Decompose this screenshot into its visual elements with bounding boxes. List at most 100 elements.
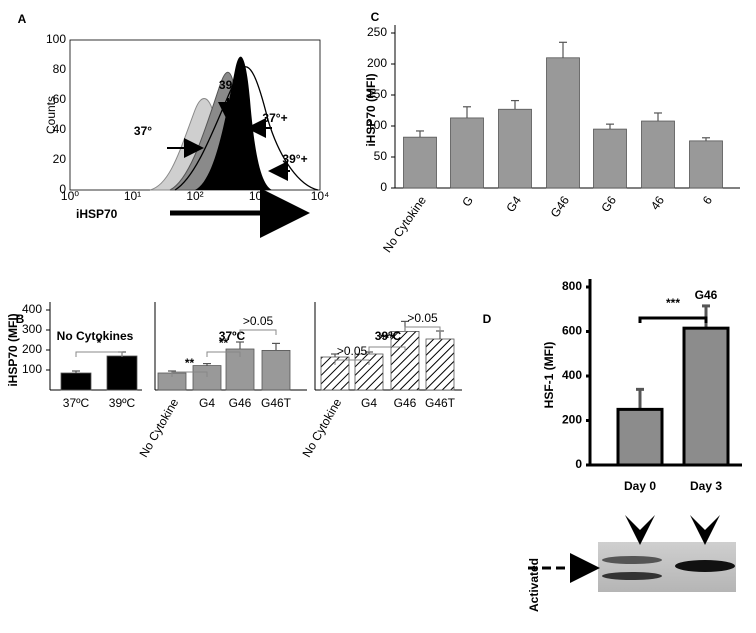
annotation: G46: [695, 288, 718, 302]
y-tick-label: 80: [53, 62, 67, 76]
x-tick-label: 39ºC: [109, 396, 136, 410]
panel-label: D: [483, 312, 492, 326]
significance-bracket: [404, 326, 441, 332]
x-tick-label: No Cytokine: [137, 396, 182, 460]
y-tick-label: 0: [59, 182, 66, 196]
curve-label: 37°: [134, 124, 152, 138]
significance-bracket: [206, 351, 241, 357]
y-tick-label: 20: [53, 152, 67, 166]
y-tick-label: 400: [562, 368, 582, 382]
axis-title: iHSP70: [76, 207, 118, 221]
y-tick-label: 300: [22, 322, 42, 336]
bar: [106, 355, 138, 391]
x-tick-label: Day 0: [624, 479, 656, 493]
bar: [682, 326, 730, 467]
annotation: **: [219, 336, 229, 350]
bar: [450, 117, 484, 189]
curve-label: 39°: [219, 78, 237, 92]
curve: [174, 66, 319, 191]
x-tick-label: 10¹: [124, 189, 141, 203]
y-tick-label: 400: [22, 302, 42, 316]
annotation: >0.05: [337, 344, 368, 358]
chevron: [690, 515, 720, 545]
chevron: [625, 515, 655, 545]
y-tick-label: 100: [46, 32, 66, 46]
y-tick-label: 250: [367, 25, 387, 39]
y-tick-label: 600: [562, 324, 582, 338]
bar: [425, 338, 455, 391]
x-tick-label: G: [459, 194, 476, 210]
significance-bracket: [239, 329, 277, 335]
y-tick-label: 0: [575, 457, 582, 471]
significance-bracket: [334, 359, 370, 365]
y-tick-label: 50: [374, 149, 388, 163]
x-tick-label: 6: [700, 193, 715, 207]
annotation: ***: [380, 331, 394, 345]
bar: [403, 136, 437, 189]
curve-label: 39°+: [282, 152, 307, 166]
y-tick-label: 0: [380, 180, 387, 194]
x-tick-label: G46T: [425, 396, 456, 410]
y-tick-label: 800: [562, 279, 582, 293]
annotation: >0.05: [407, 311, 438, 325]
x-tick-label: G46: [394, 396, 417, 410]
bar: [546, 57, 580, 189]
curve-label: 37°+: [262, 111, 287, 125]
bar: [225, 348, 255, 391]
bar: [354, 353, 384, 391]
annotation: *: [97, 336, 102, 350]
x-tick-label: G4: [199, 396, 215, 410]
y-tick-label: 40: [53, 122, 67, 136]
blot: [528, 515, 736, 592]
bar: [616, 407, 664, 467]
y-tick-label: 100: [22, 362, 42, 376]
band: [602, 572, 662, 580]
bar: [60, 372, 92, 391]
blot-label: Activated: [527, 558, 541, 612]
x-tick-label: G4: [361, 396, 377, 410]
bar: [593, 128, 627, 189]
chart-title: 37ºC: [219, 329, 246, 343]
x-tick-label: 10³: [249, 189, 266, 203]
x-tick-label: 46: [648, 193, 667, 212]
y-tick-label: 200: [367, 56, 387, 70]
annotation: ***: [666, 296, 680, 310]
bar: [641, 120, 675, 189]
axis-title: iHSP70 (MFI): [364, 73, 378, 146]
bar: [192, 365, 222, 391]
y-tick-label: 200: [562, 413, 582, 427]
x-tick-label: G46: [548, 193, 573, 220]
chart-title: No Cytokines: [57, 329, 134, 343]
panel-label: A: [18, 12, 27, 26]
x-tick-label: 10²: [186, 189, 203, 203]
bar: [498, 108, 532, 189]
panel-label: C: [371, 10, 380, 24]
significance-bracket: [368, 346, 406, 352]
axis-title: iHSP70 (MFI): [6, 313, 20, 386]
x-tick-label: G6: [598, 193, 619, 214]
band: [675, 560, 735, 572]
x-tick-label: G46: [229, 396, 252, 410]
significance-bracket: [638, 316, 708, 323]
axis-title: Counts: [44, 96, 58, 134]
y-tick-label: 150: [367, 87, 387, 101]
x-tick-label: G4: [503, 193, 524, 214]
x-tick-label: Day 3: [690, 479, 722, 493]
x-tick-label: 10⁴: [311, 189, 330, 203]
panel-a: [69, 39, 321, 238]
x-tick-label: No Cytokine: [380, 193, 429, 255]
y-tick-label: 200: [22, 342, 42, 356]
significance-bracket: [75, 351, 123, 357]
x-tick-label: G46T: [261, 396, 292, 410]
x-tick-label: 10⁰: [61, 189, 79, 203]
y-tick-label: 60: [53, 92, 67, 106]
annotation: >0.05: [243, 314, 274, 328]
significance-bracket: [171, 371, 208, 377]
axis-title: HSF-1 (MFI): [542, 342, 556, 409]
chart-title: 39ºC: [375, 329, 402, 343]
bar: [689, 140, 723, 189]
band: [602, 556, 662, 564]
x-tick-label: No Cytokine: [300, 396, 345, 460]
panel-label: B: [16, 312, 25, 326]
